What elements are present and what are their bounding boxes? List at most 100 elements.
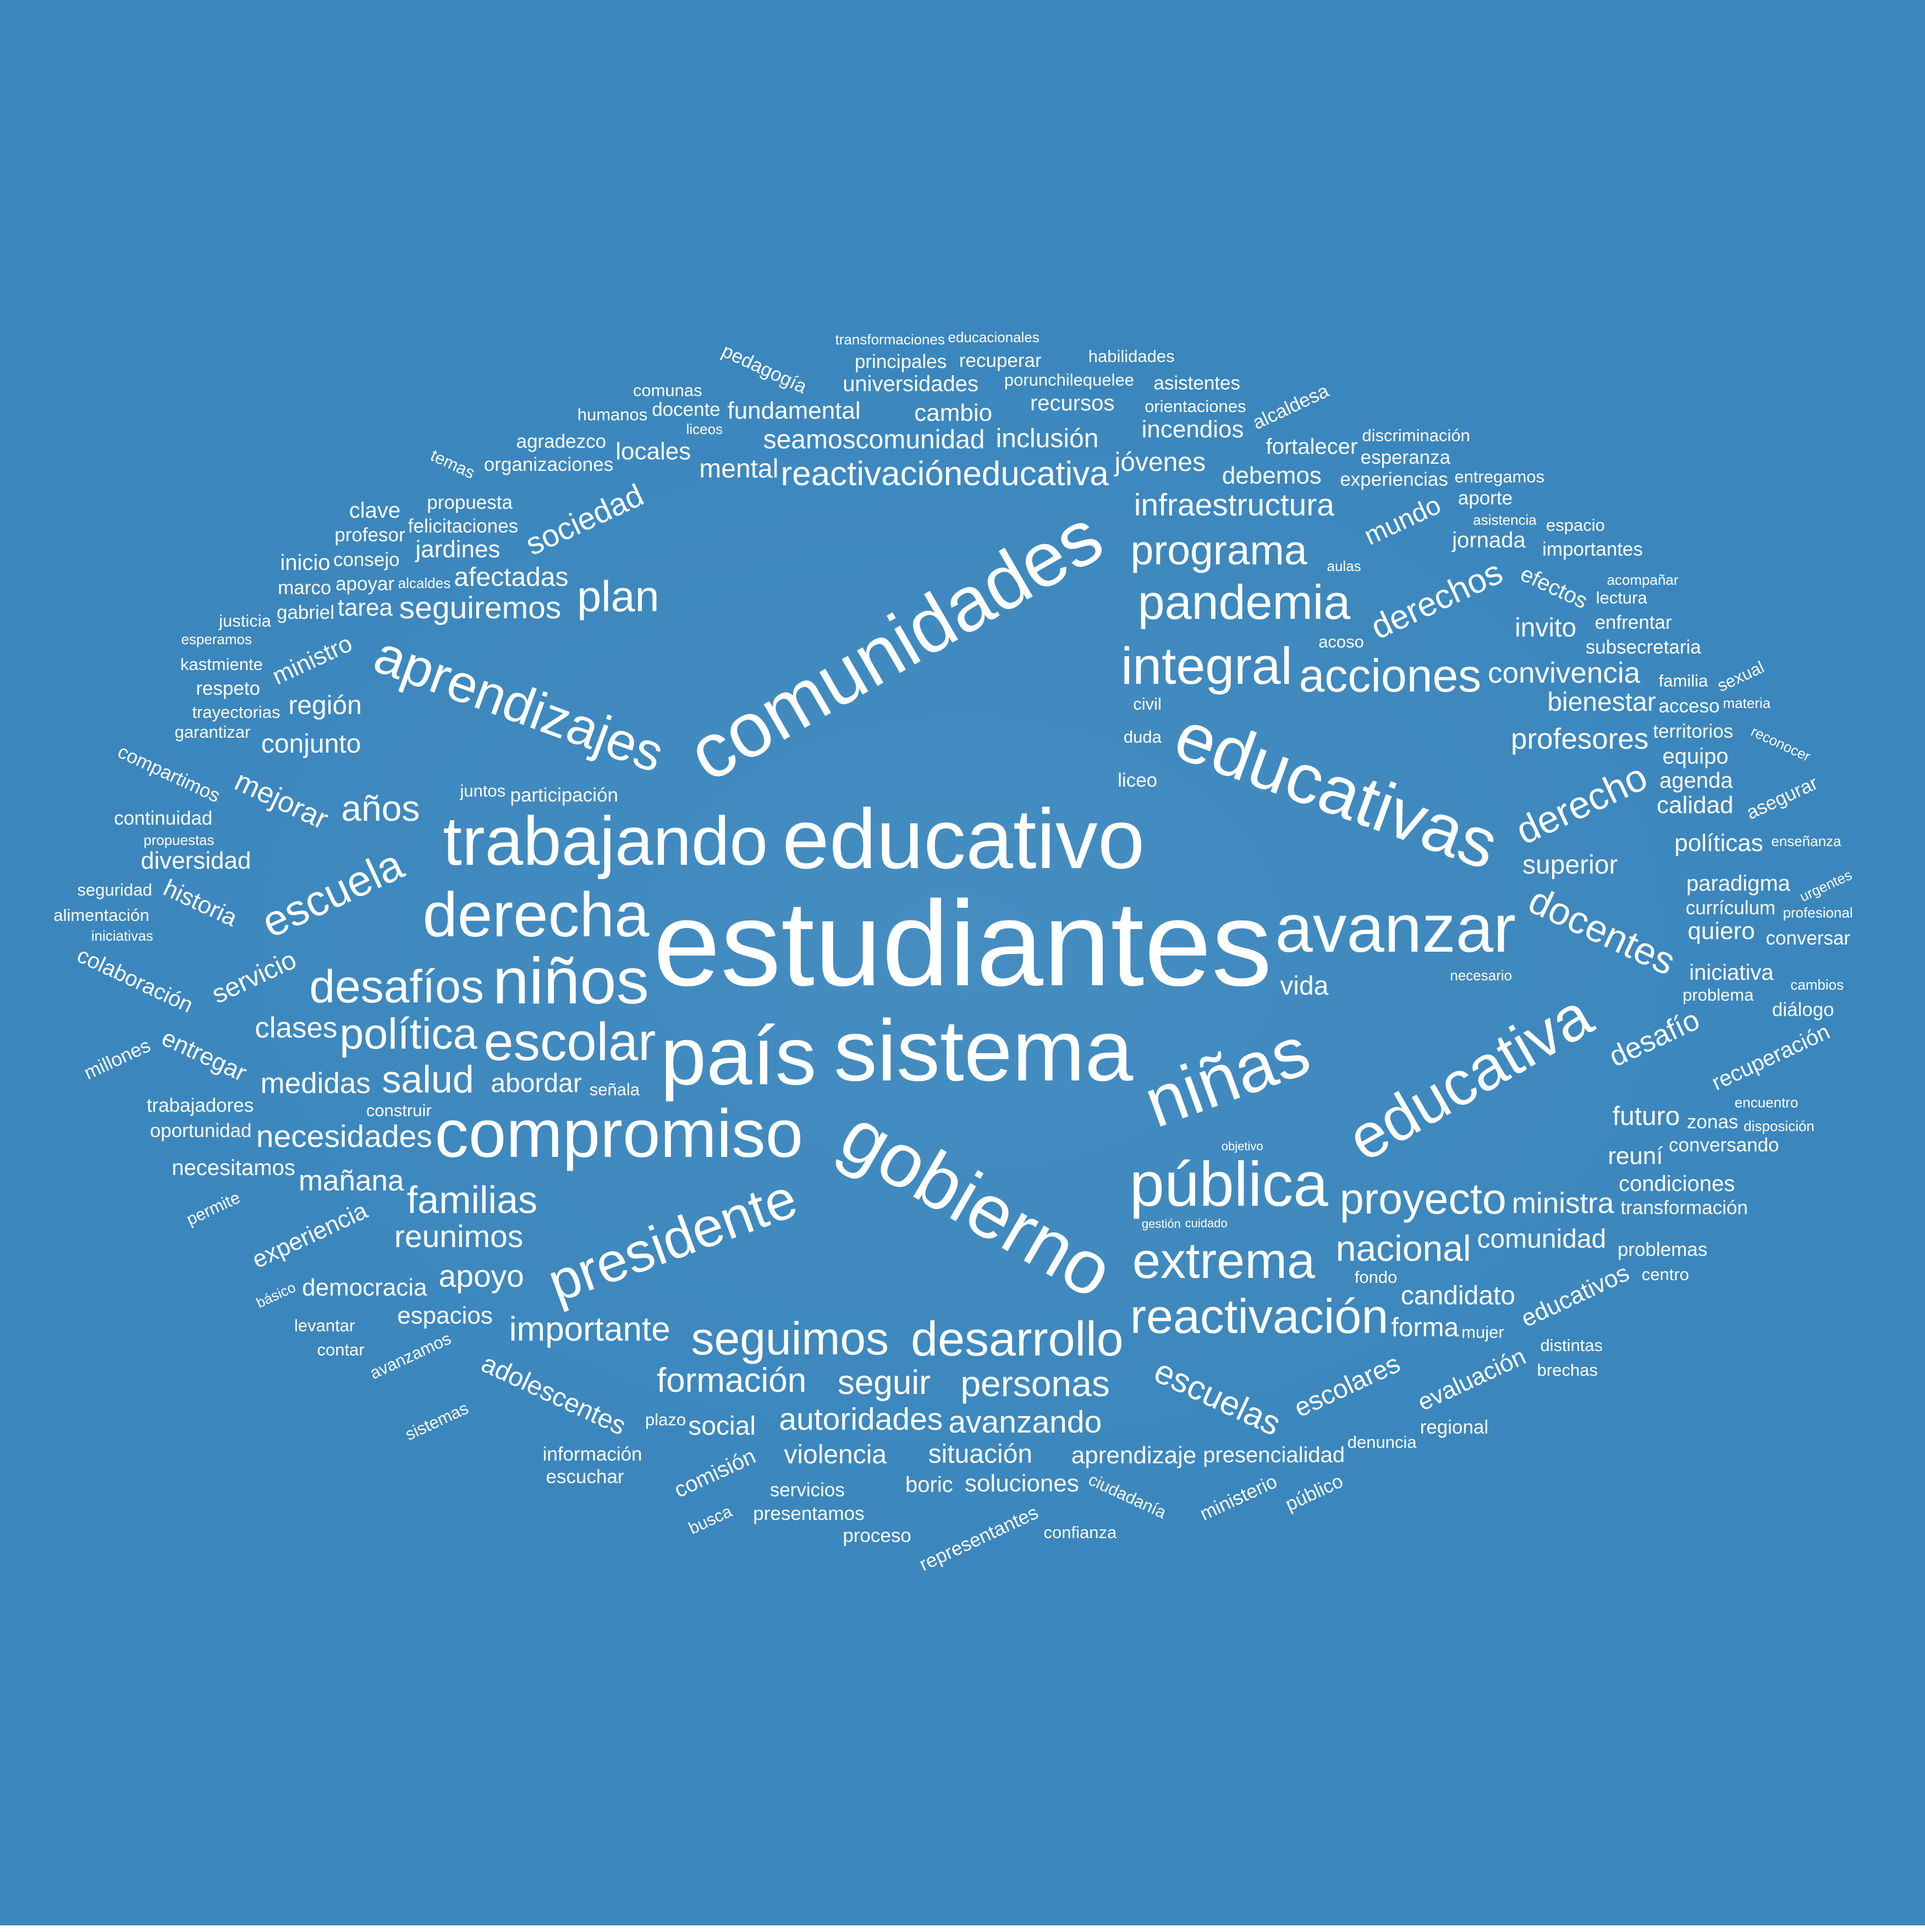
cloud-word: habilidades	[1088, 347, 1175, 366]
cloud-word: acciones	[1299, 650, 1482, 702]
cloud-word: centro	[1641, 1265, 1690, 1285]
cloud-word: entregamos	[1454, 467, 1545, 487]
cloud-word: recursos	[1030, 391, 1115, 415]
cloud-word: ministra	[1511, 1187, 1614, 1220]
cloud-word: brechas	[1537, 1360, 1598, 1380]
cloud-word: políticas	[1674, 830, 1763, 857]
cloud-word: formación	[657, 1361, 807, 1399]
cloud-word: gabriel	[276, 602, 335, 624]
cloud-word: acoso	[1318, 632, 1364, 652]
cloud-word: importantes	[1542, 538, 1643, 560]
cloud-word: calidad	[1657, 791, 1734, 819]
cloud-word: extrema	[1132, 1232, 1316, 1289]
cloud-word: profesores	[1511, 723, 1649, 756]
cloud-word: porunchilequelee	[1004, 370, 1134, 389]
cloud-word: mujer	[1461, 1322, 1504, 1342]
cloud-word: personas	[960, 1363, 1110, 1404]
cloud-word: esperamos	[181, 630, 252, 647]
cloud-word: necesitamos	[172, 1156, 295, 1181]
cloud-word: reactivación	[1130, 1288, 1389, 1343]
cloud-word: civil	[1133, 694, 1162, 713]
cloud-word: asistentes	[1153, 372, 1240, 394]
cloud-word: juntos	[460, 781, 506, 801]
cloud-word: locales	[615, 438, 691, 465]
cloud-word: plan	[577, 571, 659, 621]
cloud-word: duda	[1123, 727, 1162, 747]
cloud-word: profesional	[1783, 904, 1853, 921]
cloud-word: consejo	[333, 548, 400, 570]
cloud-word: presentamos	[753, 1502, 865, 1524]
cloud-word: gestión	[1141, 1216, 1181, 1231]
cloud-word: escuchar	[546, 1466, 624, 1488]
cloud-word: plazo	[645, 1409, 686, 1429]
cloud-word: medidas	[260, 1067, 371, 1100]
cloud-word: pública	[1129, 1149, 1328, 1220]
cloud-word: necesidades	[256, 1118, 432, 1154]
cloud-word: reactivacióneducativa	[780, 454, 1109, 493]
cloud-word: objetivo	[1221, 1139, 1263, 1153]
cloud-word: familias	[406, 1178, 538, 1221]
cloud-word: subsecretaria	[1585, 636, 1701, 658]
cloud-word: avanzar	[1275, 891, 1516, 967]
cloud-word: invito	[1515, 613, 1577, 643]
cloud-word: seguridad	[77, 880, 152, 899]
cloud-word: años	[341, 788, 420, 829]
cloud-word: agradezco	[516, 431, 607, 453]
cloud-word: incendios	[1141, 416, 1244, 443]
cloud-word: agenda	[1659, 769, 1733, 793]
cloud-word: proyecto	[1339, 1173, 1506, 1223]
cloud-word: esperanza	[1360, 447, 1451, 469]
cloud-word: iniciativas	[91, 927, 153, 944]
cloud-word: transformaciones	[835, 331, 945, 348]
cloud-word: apoyo	[438, 1259, 524, 1294]
cloud-word: liceos	[686, 421, 723, 438]
cloud-word: comunas	[632, 380, 702, 400]
cloud-word: oportunidad	[150, 1120, 252, 1142]
cloud-word: diálogo	[1772, 998, 1834, 1020]
cloud-word: garantizar	[174, 722, 251, 742]
cloud-word: familia	[1658, 671, 1708, 691]
cloud-word: proceso	[843, 1524, 911, 1546]
cloud-word: docente	[652, 398, 721, 420]
cloud-word: respeto	[196, 678, 261, 700]
cloud-word: orientaciones	[1145, 397, 1246, 416]
cloud-word: futuro	[1612, 1101, 1680, 1131]
cloud-word: construir	[366, 1101, 432, 1121]
cloud-word: propuesta	[427, 492, 513, 514]
cloud-word: apoyar	[336, 573, 395, 595]
cloud-word: universidades	[843, 371, 979, 396]
cloud-word: asistencia	[1473, 512, 1537, 529]
cloud-word: señala	[589, 1080, 640, 1100]
cloud-word: materia	[1723, 695, 1771, 712]
cloud-word: quiero	[1687, 917, 1755, 945]
cloud-word: abordar	[491, 1068, 582, 1098]
cloud-word: boric	[905, 1473, 953, 1497]
cloud-word: felicitaciones	[408, 515, 519, 537]
cloud-word: debemos	[1222, 462, 1322, 489]
cloud-word: autoridades	[779, 1401, 943, 1437]
cloud-word: fundamental	[727, 397, 861, 425]
cloud-word: inclusión	[996, 424, 1099, 454]
cloud-word: problema	[1682, 985, 1754, 1005]
cloud-word: jóvenes	[1114, 448, 1206, 477]
cloud-word: avanzando	[948, 1404, 1102, 1440]
cloud-word: seamoscomunidad	[763, 425, 985, 454]
cloud-word: salud	[382, 1057, 474, 1101]
cloud-word: contar	[317, 1340, 365, 1360]
cloud-word: desarrollo	[911, 1311, 1124, 1366]
cloud-word: clases	[255, 1012, 338, 1045]
cloud-word: humanos	[577, 405, 648, 425]
cloud-word: conversar	[1766, 927, 1851, 949]
cloud-word: principales	[854, 350, 947, 372]
cloud-word: reunimos	[394, 1219, 524, 1254]
cloud-word: paradigma	[1686, 871, 1791, 896]
cloud-word: espacio	[1546, 515, 1605, 535]
cloud-word: continuidad	[114, 808, 213, 830]
cloud-word: acceso	[1658, 695, 1720, 717]
cloud-word: seguiremos	[399, 590, 562, 626]
cloud-word: reuní	[1608, 1142, 1663, 1170]
cloud-word: estudiantes	[653, 876, 1272, 1011]
cloud-word: distintas	[1540, 1335, 1603, 1355]
cloud-word: fondo	[1354, 1267, 1398, 1287]
